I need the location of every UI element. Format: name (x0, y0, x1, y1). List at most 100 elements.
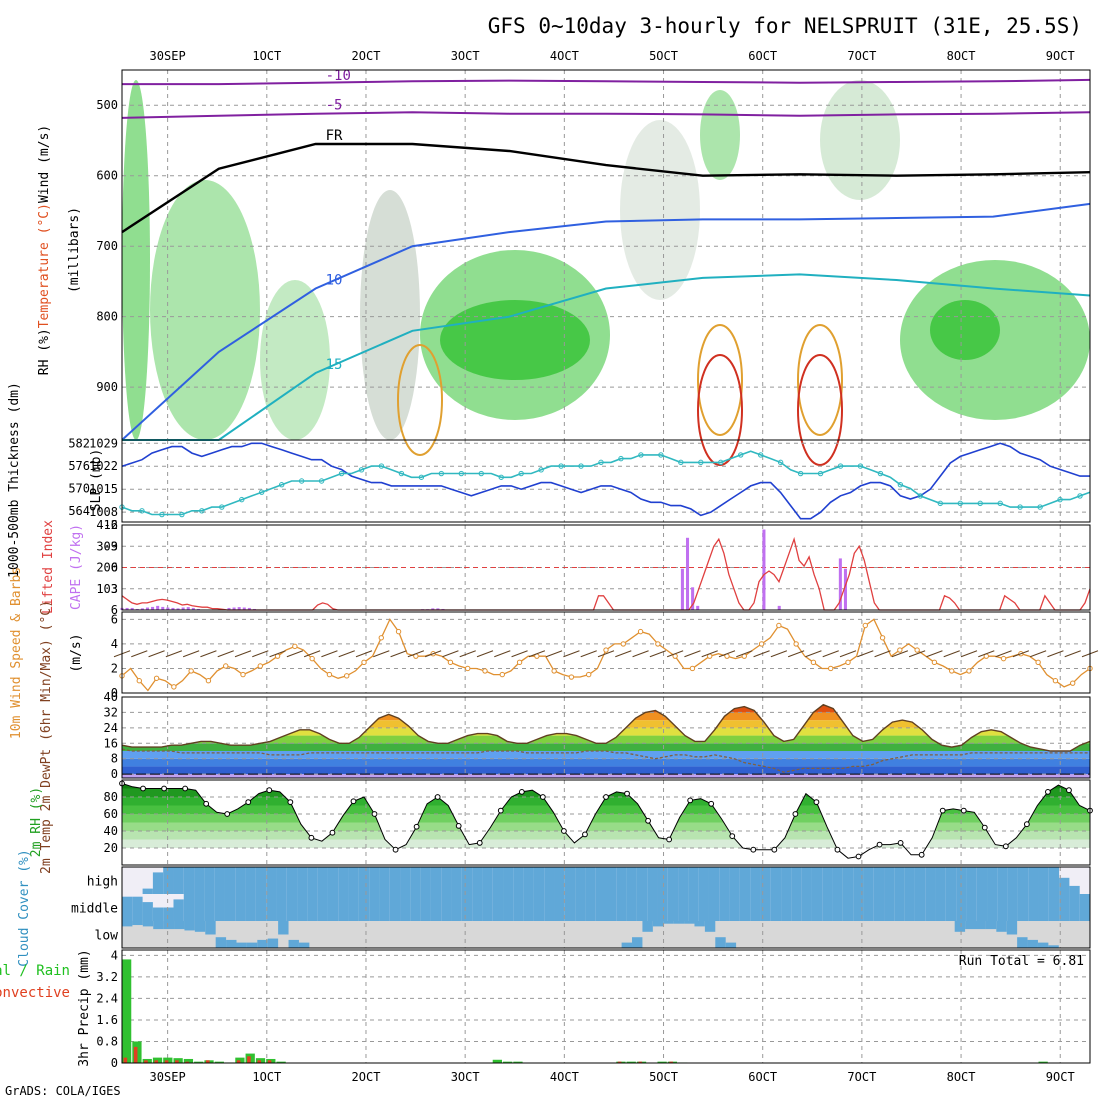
chart-footer: GrADS: COLA/IGES (5, 1084, 121, 1098)
thickness-series-marker (777, 459, 784, 466)
cloud-middle-fill (420, 894, 432, 921)
cape-tick-label: 103 (96, 582, 118, 596)
cloud-cell-base (694, 921, 706, 948)
cloud-cell-base (569, 921, 581, 948)
precip-total-bar (122, 959, 132, 1063)
rh-marker (497, 807, 504, 814)
precip-convective-bar (185, 1061, 189, 1063)
cape-bar (161, 606, 165, 610)
wind-speed-marker (862, 622, 868, 629)
rh-marker (350, 798, 357, 805)
wind-speed-marker (378, 635, 384, 641)
cloud-high-fill (956, 867, 967, 894)
wind-tick-label: 0 (111, 686, 118, 700)
cloud-high-fill (1048, 867, 1060, 894)
thickness-series-marker (897, 482, 904, 488)
rh-marker (455, 823, 462, 829)
bottom-date-label: 6OCT (748, 1070, 777, 1084)
cape-bar (685, 537, 690, 610)
cloud-middle-fill (585, 894, 597, 921)
thickness-series-marker (259, 489, 265, 495)
thickness-series-marker (857, 463, 864, 469)
cape-bar (151, 606, 155, 610)
cloud-cell-base (413, 921, 425, 948)
wind-barb (666, 650, 684, 658)
wind-speed-marker (949, 668, 955, 674)
rh-marker (876, 841, 883, 848)
cloud-cell-base (944, 921, 956, 948)
cloud-middle-fill (698, 894, 710, 921)
wind-speed-marker (1052, 678, 1059, 684)
precip-convective-bar (267, 1060, 272, 1063)
cloud-middle-fill (245, 894, 257, 921)
cloud-cell-base (455, 921, 466, 948)
cloud-cell-base (444, 921, 456, 948)
wind-barb (424, 650, 442, 658)
cloud-high-fill (894, 867, 906, 894)
cloud-low-fill (205, 921, 217, 935)
cloud-high-fill (729, 867, 741, 894)
temp-band (122, 743, 1090, 751)
cloud-high-fill (1007, 867, 1019, 894)
cape-tick-label: 309 (96, 539, 118, 553)
thickness-series-marker (718, 459, 724, 466)
rh-band (122, 839, 1090, 848)
top-date-label: 6OCT (748, 49, 777, 63)
cape-bar (843, 568, 847, 610)
wind-barb (753, 650, 770, 658)
cloud-high-fill (1017, 867, 1029, 894)
cloud-high-fill (801, 867, 813, 894)
cloud-high-fill (966, 867, 978, 894)
lifted-index-ylabel: Lifted Index (41, 520, 56, 614)
slp-tick-label: 1029 (89, 436, 118, 450)
temperature-tick-label: 8 (111, 752, 118, 766)
precip-tick-label: 0 (111, 1056, 118, 1070)
cloud-low-fill (298, 942, 310, 948)
cloud-high-fill (441, 867, 453, 894)
cloud-high-fill (266, 867, 277, 894)
thickness-series-marker (318, 478, 325, 484)
cloud-middle-fill (750, 894, 761, 921)
cloud-cell-base (434, 921, 446, 948)
cloud-low-fill (632, 937, 643, 948)
wind-barb (701, 650, 718, 658)
cloud-high-fill (286, 867, 298, 894)
top-date-label: 5OCT (649, 49, 678, 63)
rh-tick-label: 40 (104, 824, 118, 838)
temp-band (122, 774, 1090, 778)
cloud-cell-base (913, 921, 924, 948)
wind-barb (995, 650, 1012, 658)
cloud-cell-base (673, 921, 685, 948)
cloud-middle-fill (1028, 894, 1040, 921)
cloud-middle-fill (853, 894, 864, 921)
thickness-series-marker (937, 500, 944, 507)
cloud-middle-fill (657, 894, 669, 921)
cloud-cell-base (361, 921, 373, 948)
warm-isotherm (797, 354, 843, 466)
wind-speed-marker (828, 665, 834, 672)
cloud-middle-fill (667, 894, 679, 921)
cloud-cell-base (579, 921, 591, 948)
cloud-high-fill (667, 867, 679, 894)
lifted-index-frame (121, 524, 1091, 611)
wind-speed-marker (845, 659, 851, 666)
wind-barb (1047, 650, 1064, 658)
cloud-high-fill (595, 867, 607, 894)
rh-marker (603, 794, 609, 800)
wind-barb (597, 650, 615, 658)
cloud-high-fill (194, 867, 205, 894)
cloud-middle-fill (554, 894, 566, 921)
thickness-series-marker (817, 470, 824, 477)
thickness-series-marker (757, 452, 764, 458)
cloud-cell-base (642, 921, 654, 948)
cloud-high-fill (410, 867, 422, 894)
cloud-cell-base (1017, 921, 1029, 948)
cloud-middle-fill (626, 894, 638, 921)
wind-speed-marker (810, 659, 817, 666)
cloud-middle-fill (307, 894, 319, 921)
cloud-ylabel-part: Cloud Cover (%) (17, 849, 32, 966)
rh-marker (140, 785, 146, 792)
wind-barb (442, 650, 459, 658)
slp-tick-label: 1008 (89, 505, 118, 519)
